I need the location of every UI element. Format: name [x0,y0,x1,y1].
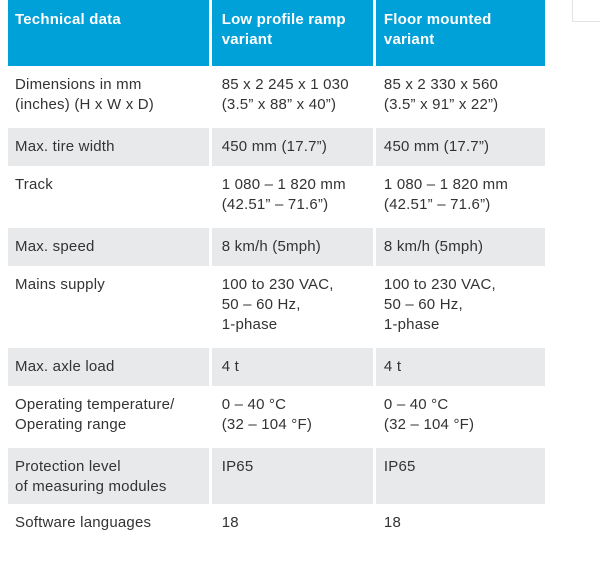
header-floor-mounted-variant: Floor mounted variant [375,0,545,66]
row-label-text: Track [15,176,53,193]
page-corner-frame [572,0,600,22]
header-floor-mounted-line-1: Floor mounted [383,11,492,28]
floor-mounted-value-cell: 18 [376,507,545,545]
row-label-cell: Dimensions in mm (inches) (H x W x D) [8,69,209,125]
header-technical-data: Technical data [8,0,209,66]
table-row: Track 1 080 – 1 820 mm (42.51” – 71.6”) 1 0… [8,169,545,225]
low-profile-value-text: IP65 [221,458,254,475]
table-header-row: Technical data Low profile ramp variant … [8,0,545,66]
low-profile-value-text: 8 km/h (5mph) [221,238,321,255]
low-profile-value-text: 0 – 40 °C [221,396,287,413]
floor-mounted-value-text: 8 km/h (5mph) [383,238,484,255]
floor-mounted-value-text: (32 – 104 °F) [383,416,475,433]
low-profile-value-text: (32 – 104 °F) [221,416,313,433]
low-profile-value-text: 4 t [221,358,239,375]
row-label-cell: Protection level of measuring modules [8,448,209,504]
row-label-text: (inches) (H x W x D) [15,96,154,113]
floor-mounted-value-cell: 1 080 – 1 820 mm (42.51” – 71.6”) [376,169,545,225]
table-row: Software languages 18 18 [8,507,545,545]
header-low-profile-line-1: Low profile ramp [221,11,346,28]
floor-mounted-value-text: (42.51” – 71.6”) [383,196,491,213]
floor-mounted-value-cell: IP65 [375,448,545,504]
row-label-cell: Track [8,169,209,225]
low-profile-value-cell: 8 km/h (5mph) [211,228,373,266]
row-label-text: Dimensions in mm [15,76,142,93]
floor-mounted-value-text: 1 080 – 1 820 mm [383,176,509,193]
floor-mounted-value-text: 100 to 230 VAC, [383,276,496,293]
low-profile-value-cell: IP65 [211,448,373,504]
low-profile-value-text: 18 [221,514,239,531]
row-label-text: Max. axle load [15,358,115,375]
technical-data-table: Technical data Low profile ramp variant … [8,0,545,545]
floor-mounted-value-cell: 85 x 2 330 x 560 (3.5” x 91” x 22”) [376,69,545,125]
table-row: Protection level of measuring modules IP65… [8,448,545,504]
table-row: Max. axle load 4 t 4 t [8,348,545,386]
low-profile-value-text: 1 080 – 1 820 mm [221,176,346,193]
floor-mounted-value-text: 50 – 60 Hz, [383,296,463,313]
row-label-text: Max. tire width [15,138,115,155]
header-low-profile-line-2: variant [221,31,273,48]
floor-mounted-value-text: 1-phase [383,316,440,333]
floor-mounted-value-text: 0 – 40 °C [383,396,449,413]
low-profile-value-cell: 18 [212,507,373,545]
table-row: Dimensions in mm (inches) (H x W x D) 85 x… [8,69,545,125]
low-profile-value-cell: 4 t [211,348,373,386]
low-profile-value-text: 50 – 60 Hz, [221,296,301,313]
row-label-cell: Mains supply [8,269,209,345]
row-label-cell: Operating temperature/Operating range [8,389,209,445]
floor-mounted-value-cell: 0 – 40 °C (32 – 104 °F) [376,389,545,445]
low-profile-value-cell: 0 – 40 °C (32 – 104 °F) [212,389,373,445]
low-profile-value-text: 450 mm (17.7”) [221,138,328,155]
floor-mounted-value-cell: 100 to 230 VAC, 50 – 60 Hz, 1-phase [376,269,545,345]
low-profile-value-cell: 450 mm (17.7”) [211,128,373,166]
floor-mounted-value-cell: 450 mm (17.7”) [375,128,545,166]
floor-mounted-value-text: 4 t [383,358,402,375]
row-label-cell: Max. speed [8,228,209,266]
row-label-text: Max. speed [15,238,95,255]
header-technical-data-text: Technical data [15,11,121,28]
row-label-cell: Max. tire width [8,128,209,166]
floor-mounted-value-text: 85 x 2 330 x 560 [383,76,499,93]
row-label-cell: Software languages [8,507,209,545]
low-profile-value-text: (42.51” – 71.6”) [221,196,329,213]
low-profile-value-cell: 100 to 230 VAC, 50 – 60 Hz, 1-phase [212,269,373,345]
table-row: Operating temperature/Operating range 0 –… [8,389,545,445]
header-floor-mounted-line-2: variant [383,31,435,48]
row-label-text: of measuring modules [15,478,167,495]
floor-mounted-value-text: (3.5” x 91” x 22”) [383,96,499,113]
floor-mounted-value-text: IP65 [383,458,416,475]
low-profile-value-text: (3.5” x 88” x 40”) [221,96,337,113]
low-profile-value-cell: 1 080 – 1 820 mm (42.51” – 71.6”) [212,169,373,225]
table-row: Max. tire width 450 mm (17.7”) 450 mm (17.… [8,128,545,166]
table-row: Mains supply 100 to 230 VAC, 50 – 60 Hz, 1-… [8,269,545,345]
low-profile-value-text: 85 x 2 245 x 1 030 [221,76,349,93]
row-label-text: Software languages [15,514,152,531]
row-label-text: Mains supply [15,276,105,293]
row-label-text: Operating range [15,416,127,433]
header-low-profile-ramp-variant: Low profile ramp variant [211,0,373,66]
floor-mounted-value-cell: 8 km/h (5mph) [375,228,545,266]
floor-mounted-value-cell: 4 t [375,348,545,386]
row-label-text: Protection level [15,458,121,475]
floor-mounted-value-text: 18 [383,514,401,531]
low-profile-value-text: 1-phase [221,316,278,333]
low-profile-value-text: 100 to 230 VAC, [221,276,334,293]
table-row: Max. speed 8 km/h (5mph) 8 km/h (5mph) [8,228,545,266]
floor-mounted-value-text: 450 mm (17.7”) [383,138,490,155]
low-profile-value-cell: 85 x 2 245 x 1 030 (3.5” x 88” x 40”) [212,69,373,125]
row-label-cell: Max. axle load [8,348,209,386]
row-label-text: Operating temperature/ [15,396,175,413]
table-body: Dimensions in mm (inches) (H x W x D) 85 x… [8,66,545,545]
